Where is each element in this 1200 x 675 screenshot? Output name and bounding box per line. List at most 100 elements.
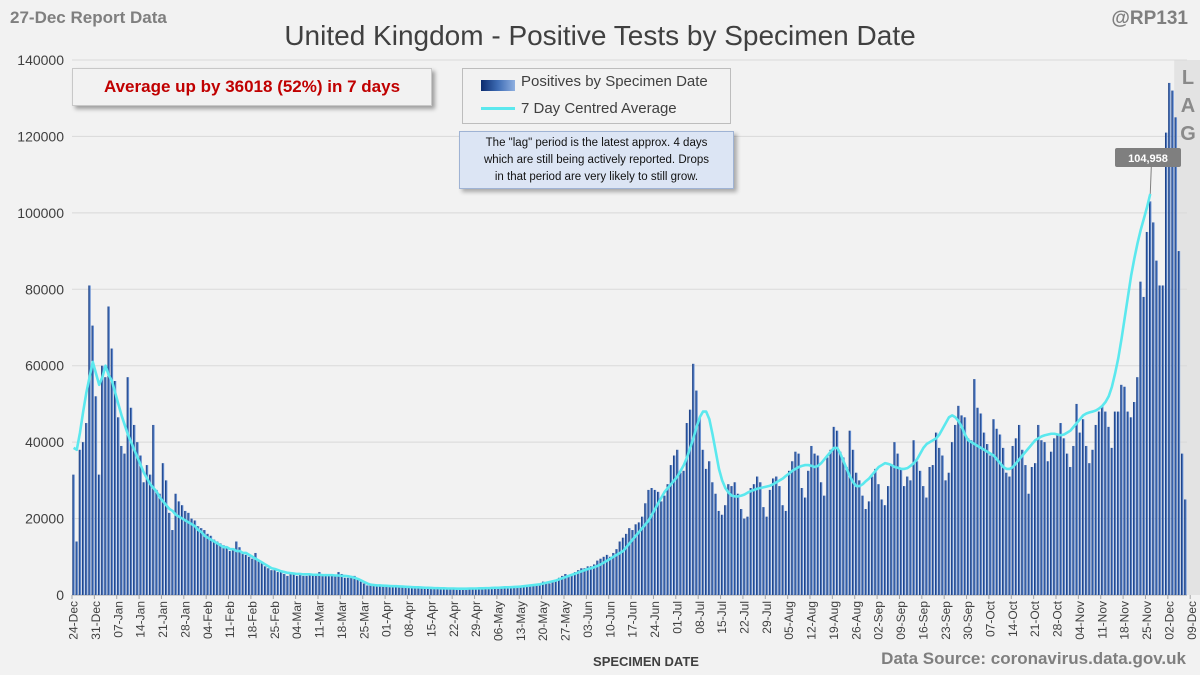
bar xyxy=(1056,434,1059,595)
bar xyxy=(1110,447,1114,595)
bar xyxy=(589,566,593,595)
bar xyxy=(1152,222,1155,596)
bar xyxy=(142,482,146,595)
bar xyxy=(657,491,660,595)
bar xyxy=(1085,445,1088,595)
bar xyxy=(890,465,893,595)
bar xyxy=(893,442,896,595)
legend-bar-label: Positives by Specimen Date xyxy=(521,73,708,90)
bar xyxy=(1149,201,1152,595)
x-tick-label: 08-Apr xyxy=(402,601,416,637)
bar xyxy=(577,570,580,595)
y-tick-label: 100000 xyxy=(17,205,64,221)
bar xyxy=(669,465,673,595)
bar xyxy=(1065,453,1069,595)
bar xyxy=(286,575,289,595)
bar xyxy=(1059,423,1063,595)
bar xyxy=(228,551,232,595)
bar xyxy=(123,453,126,595)
bar xyxy=(1171,90,1174,596)
x-tick-label: 02-Sep xyxy=(872,601,886,640)
bar xyxy=(196,526,200,595)
bar xyxy=(280,572,283,595)
bar xyxy=(1002,447,1005,595)
bar xyxy=(1123,386,1126,595)
bar xyxy=(676,449,679,595)
bar xyxy=(1094,424,1098,595)
x-axis-title: SPECIMEN DATE xyxy=(593,654,699,669)
bar xyxy=(979,413,983,595)
bar xyxy=(720,514,724,595)
bar xyxy=(324,573,328,595)
bar xyxy=(778,486,781,595)
bar xyxy=(1161,285,1165,595)
bar xyxy=(433,587,436,595)
bar xyxy=(311,573,315,595)
bar xyxy=(209,535,213,595)
bar xyxy=(938,447,941,595)
bar xyxy=(545,582,548,595)
bar xyxy=(787,470,791,595)
bar xyxy=(101,365,104,595)
bar xyxy=(871,476,874,595)
bar xyxy=(264,566,267,595)
bar xyxy=(708,461,711,595)
bar xyxy=(1088,463,1091,595)
author-handle: @RP131 xyxy=(1111,8,1188,29)
bar xyxy=(733,482,737,595)
x-tick-label: 06-May xyxy=(492,601,506,641)
bar xyxy=(759,482,762,595)
bar xyxy=(835,430,839,595)
bar xyxy=(244,554,248,595)
bar xyxy=(1139,281,1142,595)
bar xyxy=(1043,442,1047,595)
bar xyxy=(538,583,542,595)
bar xyxy=(302,575,305,595)
bar xyxy=(238,547,241,595)
bar xyxy=(458,588,462,595)
x-tick-label: 23-Sep xyxy=(939,601,953,640)
bar xyxy=(960,415,964,595)
bar xyxy=(803,497,807,595)
bar xyxy=(762,507,765,595)
x-tick-label: 05-Aug xyxy=(782,601,796,640)
x-tick-label: 16-Sep xyxy=(916,601,930,640)
bar xyxy=(206,533,210,595)
bar xyxy=(599,558,602,595)
bar xyxy=(912,440,916,595)
x-tick-label: 25-Nov xyxy=(1140,601,1154,640)
bar xyxy=(232,549,235,595)
bar xyxy=(158,493,162,595)
bar xyxy=(1018,424,1021,595)
bar xyxy=(688,409,692,595)
bar xyxy=(736,493,740,595)
bar xyxy=(714,493,718,595)
bar xyxy=(1177,251,1181,596)
bar xyxy=(1104,411,1107,595)
bar xyxy=(874,468,877,595)
bar xyxy=(982,432,986,595)
headline-callout: Average up by 36018 (52%) in 7 days xyxy=(72,68,432,106)
bar xyxy=(756,476,759,595)
bar xyxy=(963,417,967,595)
bar xyxy=(1117,411,1120,595)
bar xyxy=(187,512,190,595)
bar xyxy=(768,489,772,595)
bar xyxy=(295,575,299,595)
x-tick-label: 08-Jul xyxy=(693,601,707,634)
x-tick-label: 31-Dec xyxy=(89,601,103,640)
bar xyxy=(1069,466,1072,595)
bar xyxy=(899,468,903,595)
x-tick-label: 21-Oct xyxy=(1028,600,1042,637)
x-tick-label: 04-Feb xyxy=(201,601,215,639)
bar xyxy=(203,530,206,595)
bar xyxy=(506,587,510,595)
bar xyxy=(465,588,468,595)
lag-note-line-3: in that period are very likely to still … xyxy=(494,171,699,183)
report-date-label: 27-Dec Report Data xyxy=(10,8,167,27)
bar xyxy=(1062,438,1066,595)
bar xyxy=(1021,449,1024,595)
x-tick-label: 01-Apr xyxy=(380,601,394,637)
callout-leader xyxy=(1149,166,1152,194)
